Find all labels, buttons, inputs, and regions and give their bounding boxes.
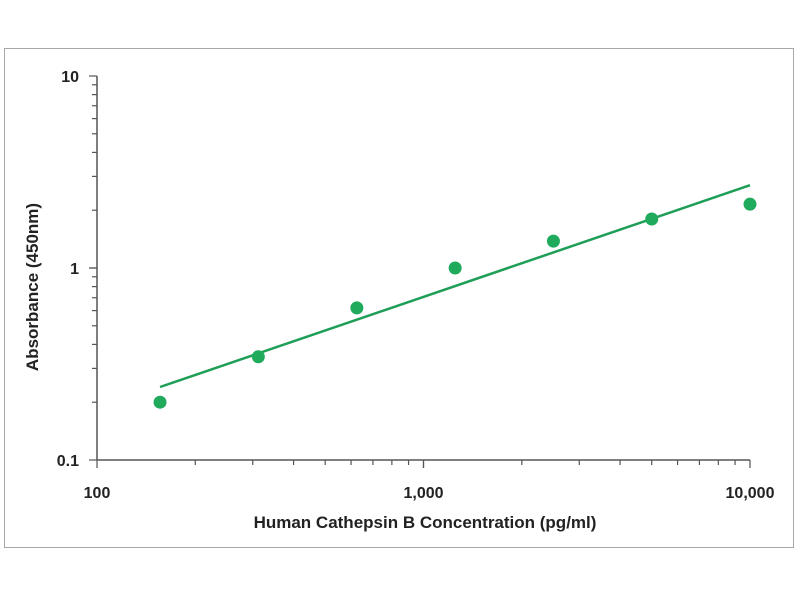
x-tick-label: 100: [84, 485, 111, 502]
y-tick-label: 10: [61, 69, 79, 86]
chart-frame: [4, 48, 794, 548]
data-point: [448, 261, 462, 275]
data-point: [743, 197, 757, 211]
x-ticks: 100 1,000 10,000: [84, 460, 775, 502]
data-point: [546, 234, 560, 248]
data-point: [645, 212, 659, 226]
x-tick-label: 10,000: [726, 485, 775, 502]
x-axis-title: Human Cathepsin B Concentration (pg/ml): [254, 513, 597, 532]
data-point: [350, 301, 364, 315]
data-point: [251, 350, 265, 364]
data-point: [153, 395, 167, 409]
y-tick-label: 0.1: [57, 453, 79, 470]
trendline: [159, 183, 751, 389]
data-points: [153, 197, 757, 409]
y-ticks: 0.1 1 10: [57, 69, 97, 470]
axes: 100 1,000 10,000 0.1 1 10: [57, 69, 775, 502]
x-tick-label: 1,000: [403, 485, 443, 502]
y-tick-label: 1: [70, 261, 79, 278]
y-axis-title: Absorbance (450nm): [23, 203, 42, 371]
